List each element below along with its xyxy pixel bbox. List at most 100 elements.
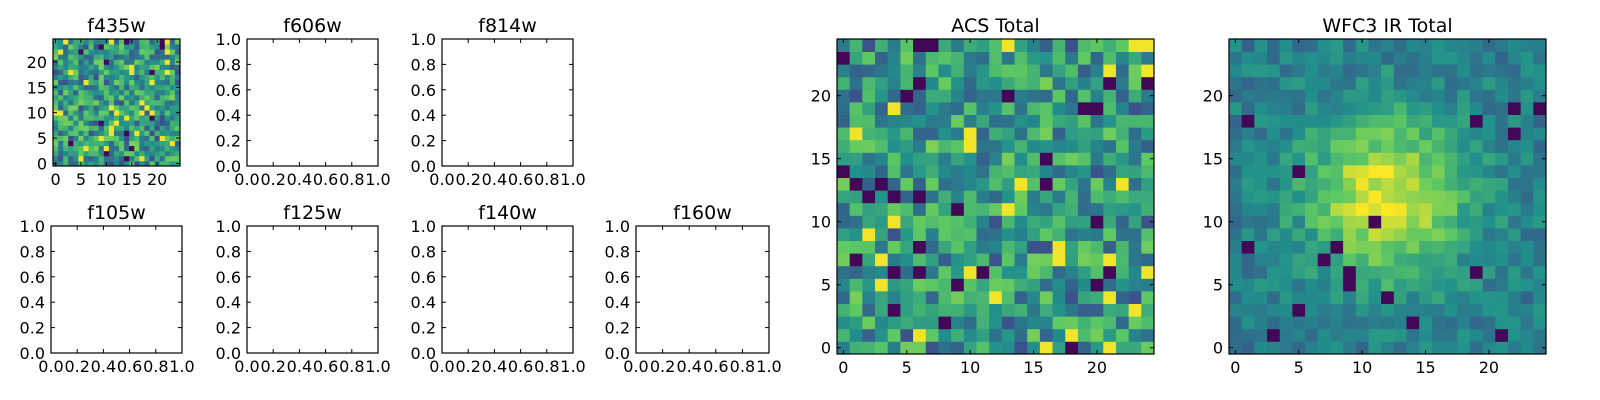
heatmap-cell [1141, 165, 1155, 178]
y-tick-label: 15 [27, 78, 47, 97]
heatmap-cell [174, 89, 181, 96]
heatmap-cell [1368, 316, 1382, 330]
heatmap-cell [1027, 316, 1041, 330]
heatmap-cell [1090, 76, 1104, 90]
heatmap-cell [1457, 165, 1471, 178]
heatmap-cell [1052, 341, 1066, 355]
heatmap-cell [1482, 328, 1496, 342]
heatmap-cell [1330, 114, 1344, 128]
heatmap-cell [875, 240, 889, 254]
heatmap-cell [1368, 102, 1382, 115]
heatmap-cell [113, 160, 120, 167]
heatmap-cell [976, 64, 990, 78]
heatmap-cell [1141, 64, 1155, 78]
heatmap-cell [1368, 165, 1382, 178]
y-tick-label: 20 [27, 53, 47, 72]
subplot-title: f105w [87, 202, 146, 224]
heatmap-cell [68, 105, 74, 111]
heatmap-cell [1065, 328, 1079, 342]
axes-frame [441, 38, 574, 167]
x-tick-label: 15 [1415, 358, 1435, 377]
heatmap-cell [63, 94, 69, 101]
heatmap-cell [1229, 165, 1243, 178]
heatmap-cell [144, 74, 150, 81]
heatmap-cell [98, 155, 105, 162]
heatmap-cell [913, 165, 927, 178]
heatmap-cell [149, 89, 155, 96]
heatmap-cell [989, 139, 1003, 153]
heatmap-cell [1065, 215, 1079, 229]
heatmap-cell [875, 215, 889, 229]
heatmap-cell [93, 140, 100, 147]
heatmap-cell [951, 202, 965, 216]
heatmap-cell [1482, 265, 1496, 279]
heatmap-cell [1065, 265, 1079, 279]
heatmap-cell [83, 115, 89, 121]
heatmap-cell [164, 140, 171, 147]
heatmap-cell [1457, 265, 1471, 279]
heatmap-cell [1292, 341, 1306, 355]
heatmap-cell [1533, 215, 1547, 229]
y-tick-label: 0.0 [411, 157, 436, 176]
heatmap-cell [134, 59, 140, 65]
heatmap-cell [164, 94, 171, 101]
heatmap-cell [1128, 328, 1142, 342]
heatmap-cell [129, 79, 135, 86]
y-tick-label: 0.6 [216, 81, 241, 100]
heatmap-cell [1279, 202, 1293, 216]
heatmap-cell [159, 89, 166, 96]
heatmap-cell [1482, 139, 1496, 153]
heatmap-cell [63, 39, 69, 45]
heatmap-cell [1419, 102, 1433, 115]
x-tick-label: 1.0 [365, 357, 390, 376]
heatmap-cell [1368, 341, 1382, 355]
x-tick-label: 0.0 [623, 357, 648, 376]
heatmap-cell [63, 74, 69, 81]
heatmap-cell [900, 114, 914, 128]
heatmap-cell [98, 89, 105, 96]
x-tick-label: 0.0 [234, 357, 259, 376]
heatmap-cell [1115, 89, 1130, 103]
heatmap-cell [108, 115, 115, 121]
heatmap-cell [1027, 102, 1041, 115]
x-tick-label: 0.4 [676, 357, 701, 376]
heatmap-cell [108, 145, 115, 152]
heatmap-cell [1507, 177, 1522, 191]
heatmap-cell [887, 265, 901, 279]
heatmap-cell [68, 120, 74, 126]
heatmap-cell [119, 125, 125, 131]
heatmap-cell [1065, 316, 1079, 330]
heatmap-cell [1444, 265, 1458, 279]
heatmap-cell [900, 39, 914, 52]
y-tick-label: 0.6 [411, 81, 436, 100]
heatmap-cell [1229, 278, 1243, 292]
heatmap-cell [58, 155, 64, 162]
heatmap-cell [1052, 51, 1066, 65]
heatmap-cell [1241, 215, 1255, 229]
heatmap-cell [1469, 228, 1483, 241]
heatmap-cell [1014, 240, 1028, 254]
heatmap-cell [1141, 139, 1155, 153]
heatmap-cell [1128, 228, 1142, 241]
heatmap-cell [1520, 39, 1534, 52]
y-tick-label: 20 [811, 87, 831, 106]
heatmap-cell [989, 152, 1003, 166]
heatmap-cell [1469, 291, 1483, 304]
heatmap-cell [1495, 228, 1509, 241]
heatmap-cell [159, 39, 166, 45]
heatmap-cell [1495, 190, 1509, 204]
heatmap-cell [1457, 114, 1471, 128]
heatmap-cell [1355, 64, 1369, 78]
heatmap-cell [113, 150, 120, 157]
heatmap-cell [1052, 240, 1066, 254]
heatmap-cell [875, 278, 889, 292]
heatmap-cell [913, 39, 927, 52]
heatmap-cell [139, 140, 145, 147]
heatmap-cell [169, 115, 176, 121]
heatmap-cell [98, 145, 105, 152]
heatmap-cell [169, 49, 176, 55]
heatmap-cell [976, 228, 990, 241]
heatmap-cell [1141, 328, 1155, 342]
heatmap-cell [58, 89, 64, 96]
heatmap-cell [1355, 89, 1369, 103]
